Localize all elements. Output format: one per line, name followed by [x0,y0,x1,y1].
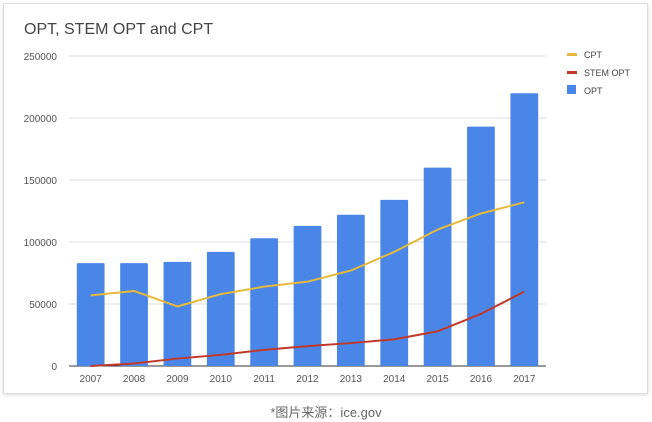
x-tick-label: 2008 [123,374,146,385]
y-tick-label: 250000 [24,52,58,63]
bar-opt [510,93,539,366]
bar-opt [380,199,409,366]
bar-opt [250,238,279,366]
x-tick-label: 2015 [426,374,449,385]
x-tick-label: 2010 [210,374,233,385]
y-tick-label: 0 [51,362,57,373]
x-tick-label: 2017 [513,374,536,385]
bar-opt [423,167,452,366]
legend-swatch-cpt [567,53,577,56]
x-tick-label: 2013 [340,374,363,385]
legend-label-stem-opt: STEM OPT [584,68,631,78]
y-tick-label: 200000 [24,114,58,125]
y-tick-label: 150000 [24,176,58,187]
legend-swatch-stem-opt [567,71,577,74]
image-source-caption: *图片来源：ice.gov [270,405,382,420]
chart-title: OPT, STEM OPT and CPT [24,21,213,38]
chart-card: OPT, STEM OPT and CPT 0 50000 100000 150000 2… [3,3,648,394]
legend-swatch-opt [567,85,576,94]
bar-opt [206,251,235,366]
bar-opt [467,126,495,367]
bar-opt [163,261,192,366]
y-tick-label: 50000 [29,300,57,311]
bar-opt [336,214,365,366]
x-tick-label: 2014 [383,374,406,385]
y-tick-label: 100000 [24,238,58,249]
chart: OPT, STEM OPT and CPT 0 50000 100000 150000 2… [24,21,631,385]
legend-label-cpt: CPT [584,50,603,60]
legend-label-opt: OPT [584,86,603,96]
x-tick-label: 2011 [253,374,275,385]
bar-opt [76,263,105,366]
x-tick-label: 2009 [166,374,189,385]
x-tick-label: 2016 [470,374,493,385]
x-tick-label: 2007 [80,374,103,385]
bar-opt [120,263,148,366]
x-tick-label: 2012 [296,374,319,385]
bar-opt [293,225,322,366]
